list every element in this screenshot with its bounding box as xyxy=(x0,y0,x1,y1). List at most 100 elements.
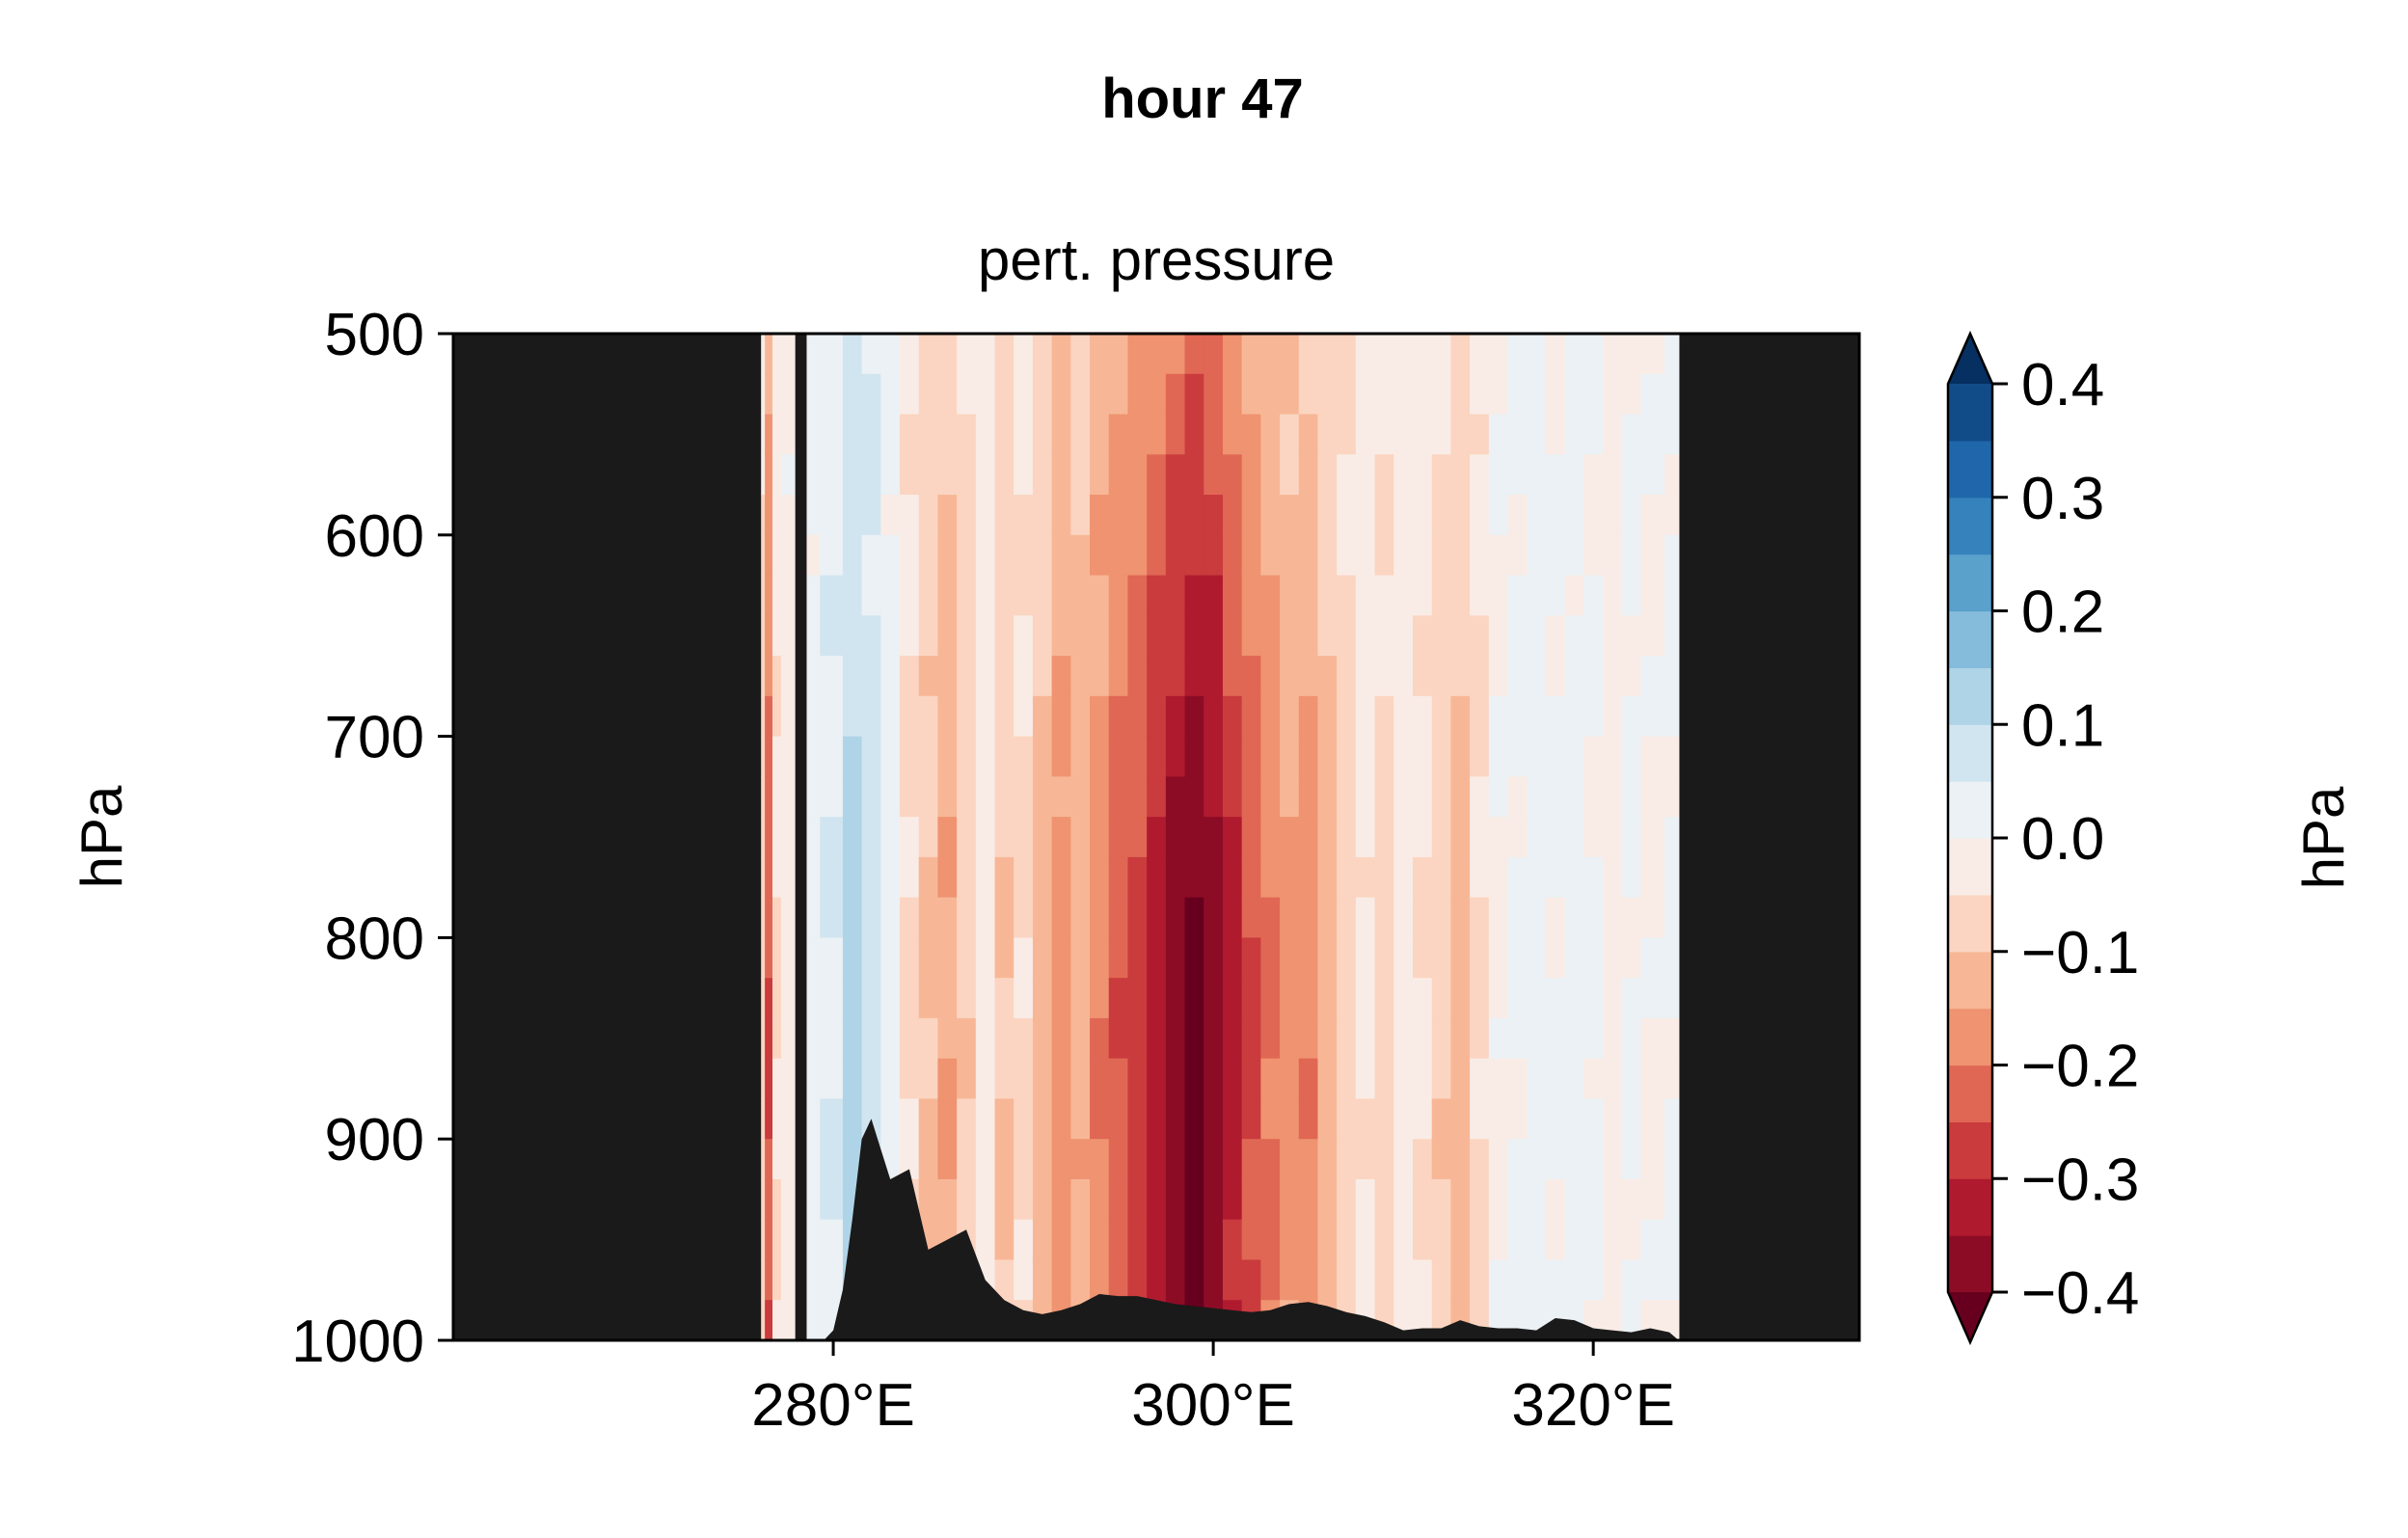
field-cell xyxy=(1298,1098,1319,1140)
field-cell xyxy=(880,575,901,616)
field-cell xyxy=(1108,695,1129,738)
field-cell xyxy=(1470,334,1490,375)
field-cell xyxy=(900,495,920,536)
field-cell xyxy=(1664,454,1680,496)
field-cell xyxy=(1470,1139,1490,1180)
field-cell xyxy=(861,495,881,536)
field-cell xyxy=(1545,334,1566,375)
field-cell xyxy=(1032,1058,1053,1100)
field-cell xyxy=(1374,736,1394,777)
field-cell xyxy=(1014,856,1034,899)
field-cell xyxy=(994,454,1015,496)
field-cell xyxy=(1337,776,1357,818)
field-cell xyxy=(957,454,977,496)
field-cell xyxy=(1564,1259,1584,1301)
field-cell xyxy=(761,817,766,858)
field-cell xyxy=(765,695,773,738)
field-cell xyxy=(1545,1058,1566,1100)
field-cell xyxy=(1032,776,1053,818)
field-cell xyxy=(1241,897,1261,938)
field-cell xyxy=(1603,454,1623,496)
field-cell xyxy=(880,495,901,536)
field-cell xyxy=(861,897,881,938)
field-cell xyxy=(1412,1259,1433,1301)
field-cell xyxy=(1184,534,1204,577)
field-cell xyxy=(820,1139,844,1180)
field-cell xyxy=(1090,414,1110,455)
field-cell xyxy=(1317,695,1338,738)
field-cell xyxy=(918,1058,939,1100)
field-cell xyxy=(975,1098,996,1140)
field-cell xyxy=(772,937,782,979)
field-cell xyxy=(1014,575,1034,616)
field-cell xyxy=(1204,414,1224,455)
y-tick-label: 700 xyxy=(325,705,424,771)
field-cell xyxy=(1108,414,1129,455)
field-cell xyxy=(1090,695,1110,738)
field-cell xyxy=(1470,1058,1490,1100)
field-cell xyxy=(975,534,996,577)
field-cell xyxy=(1355,1259,1376,1301)
field-cell xyxy=(761,1300,766,1341)
field-cell xyxy=(1583,736,1604,777)
field-cell xyxy=(1355,937,1376,979)
field-cell xyxy=(1583,817,1604,858)
plot-frame xyxy=(451,332,1861,1342)
field-cell xyxy=(861,575,881,616)
field-cell xyxy=(1241,454,1261,496)
field-cell xyxy=(1184,897,1204,938)
field-cell xyxy=(1317,817,1338,858)
field-cell xyxy=(780,1058,798,1100)
field-cell xyxy=(820,615,844,657)
field-cell xyxy=(1222,1219,1243,1261)
field-cell xyxy=(1298,1058,1319,1100)
field-cell xyxy=(1564,615,1584,657)
field-cell xyxy=(1204,575,1224,616)
field-cell xyxy=(937,695,958,738)
field-cell xyxy=(765,495,773,536)
field-cell xyxy=(900,776,920,818)
field-cell xyxy=(1374,575,1394,616)
field-cell xyxy=(780,575,798,616)
colorbar-tick-label: −0.2 xyxy=(2021,1034,2139,1100)
field-cell xyxy=(1431,978,1451,1019)
field-cell xyxy=(1640,454,1665,496)
field-cell xyxy=(1393,495,1414,536)
field-cell xyxy=(1393,1017,1414,1060)
field-cell xyxy=(1527,534,1547,577)
field-cell xyxy=(1564,817,1584,858)
field-cell xyxy=(1374,1098,1394,1140)
field-cell xyxy=(772,1300,782,1341)
field-cell xyxy=(1431,454,1451,496)
field-cell xyxy=(1374,695,1394,738)
field-cell xyxy=(842,1058,863,1100)
field-cell xyxy=(994,1178,1015,1221)
field-cell xyxy=(1603,776,1623,818)
field-cell xyxy=(1280,534,1300,577)
field-cell xyxy=(994,736,1015,777)
field-cell xyxy=(1014,897,1034,938)
colorbar-tick-label: 0.0 xyxy=(2021,806,2104,873)
field-cell xyxy=(1664,897,1680,938)
field-cell xyxy=(1241,656,1261,697)
field-cell xyxy=(1298,1178,1319,1221)
field-cell xyxy=(1070,1259,1091,1301)
field-cell xyxy=(1564,575,1584,616)
field-cell xyxy=(820,978,844,1019)
field-cell xyxy=(1393,1178,1414,1221)
field-cell xyxy=(1184,695,1204,738)
field-cell xyxy=(1431,776,1451,818)
field-cell xyxy=(780,817,798,858)
field-cell xyxy=(1298,495,1319,536)
field-cell xyxy=(1090,1058,1110,1100)
field-cell xyxy=(1488,534,1509,577)
field-cell xyxy=(1564,1178,1584,1221)
field-cell xyxy=(1393,1139,1414,1180)
field-cell xyxy=(1393,575,1414,616)
field-cell xyxy=(1621,1098,1642,1140)
field-cell xyxy=(1337,1259,1357,1301)
field-cell xyxy=(1470,817,1490,858)
y-axis-label: hPa xyxy=(69,785,134,888)
field-cell xyxy=(880,334,901,375)
field-cell xyxy=(1583,1017,1604,1060)
